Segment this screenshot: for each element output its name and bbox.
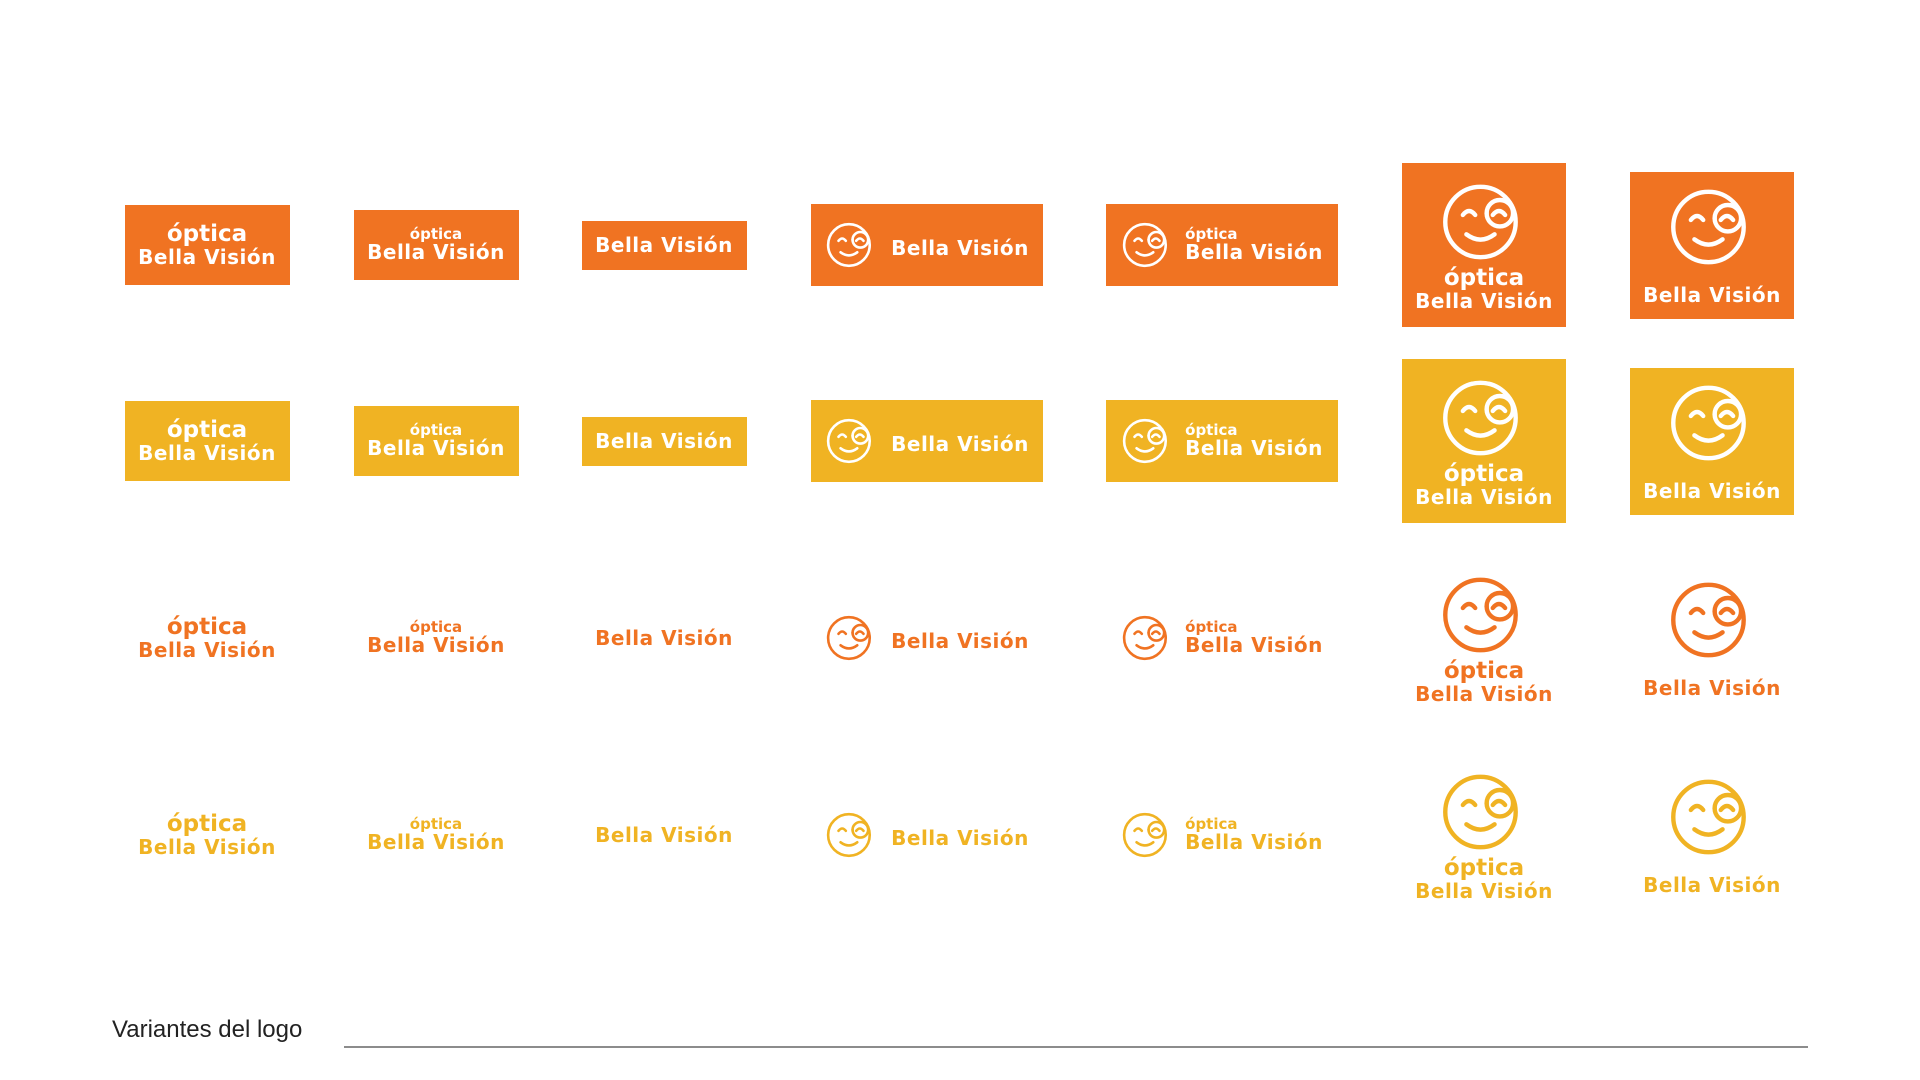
logo-line-bella-vision: Bella Visión [1415, 288, 1553, 313]
logo-outline-orange-icon-name: Bella Visión [811, 597, 1043, 679]
logo-line-optica: óptica [1443, 461, 1525, 488]
logo-outline-orange-icon-top-stacked: óptica Bella Visión [1402, 556, 1566, 720]
logo-line-optica: óptica [409, 814, 463, 833]
logo-line-optica: óptica [409, 617, 463, 636]
smiling-face-with-glasses-icon [1671, 582, 1746, 658]
logo-line-optica: óptica [1185, 814, 1238, 833]
logo-filled-yellow-icon-stacked: óptica Bella Visión [1106, 400, 1338, 482]
logo-filled-yellow-icon-name: Bella Visión [811, 400, 1043, 482]
logo-outline-orange-stacked-small: óptica Bella Visión [354, 603, 519, 673]
smiling-face-with-glasses-icon [826, 812, 872, 858]
logo-line-bella-vision: Bella Visión [1185, 633, 1323, 658]
logo-filled-orange-stacked-large: óptica Bella Visión [124, 205, 290, 285]
section-caption: Variantes del logo [112, 1016, 303, 1043]
logo-line-bella-vision: Bella Visión [138, 637, 276, 662]
logo-line-bella-vision: Bella Visión [138, 244, 276, 269]
logo-outline-yellow-icon-top-stacked: óptica Bella Visión [1402, 753, 1566, 917]
logo-line-optica: óptica [409, 420, 463, 439]
smiling-face-with-glasses-icon [1443, 775, 1518, 850]
logo-filled-yellow-icon-top-stacked: óptica Bella Visión [1402, 359, 1566, 523]
smiling-face-with-glasses-icon [1122, 615, 1168, 661]
divider-line [344, 1046, 1808, 1048]
logo-line-bella-vision: Bella Visión [367, 633, 505, 658]
logo-line-optica: óptica [1443, 265, 1525, 292]
logo-line-optica: óptica [1185, 420, 1238, 439]
logo-line-bella-vision: Bella Visión [1643, 676, 1781, 700]
logo-line-bella-vision: Bella Visión [891, 432, 1029, 456]
logo-filled-yellow-stacked-large: óptica Bella Visión [124, 401, 290, 481]
logo-outline-yellow-icon-name: Bella Visión [811, 794, 1043, 876]
logo-line-optica: óptica [166, 614, 248, 641]
logo-filled-orange-icon-name: Bella Visión [811, 204, 1043, 286]
logo-line-optica: óptica [166, 221, 248, 248]
smiling-face-with-glasses-icon [826, 615, 872, 661]
smiling-face-with-glasses-icon [1671, 385, 1746, 461]
logo-filled-orange-stacked-small: óptica Bella Visión [353, 210, 519, 280]
logo-line-bella-vision: Bella Visión [891, 236, 1029, 260]
logo-line-bella-vision: Bella Visión [1643, 873, 1781, 897]
logo-line-bella-vision: Bella Visión [1185, 830, 1323, 855]
logo-line-optica: óptica [1185, 617, 1238, 636]
smiling-face-with-glasses-icon [1443, 185, 1518, 260]
logo-line-optica: óptica [409, 224, 463, 243]
logo-filled-orange-icon-top-name: Bella Visión [1630, 171, 1794, 319]
logo-outline-orange-icon-stacked: óptica Bella Visión [1106, 597, 1338, 679]
logo-filled-orange-icon-stacked: óptica Bella Visión [1106, 204, 1338, 286]
logo-filled-orange-icon-top-stacked: óptica Bella Visión [1402, 163, 1566, 327]
logo-outline-orange-icon-top-name: Bella Visión [1630, 565, 1794, 712]
logo-line-bella-vision: Bella Visión [1643, 479, 1781, 503]
logo-line-optica: óptica [1443, 855, 1525, 882]
logo-line-bella-vision: Bella Visión [138, 834, 276, 859]
logo-line-bella-vision: Bella Visión [1415, 878, 1553, 903]
logo-line-optica: óptica [166, 811, 248, 838]
logo-line-optica: óptica [1185, 224, 1238, 243]
logo-outline-yellow-name-only: Bella Visión [582, 811, 747, 860]
smiling-face-with-glasses-icon [1122, 418, 1168, 464]
logo-line-bella-vision: Bella Visión [891, 826, 1029, 850]
logo-line-bella-vision: Bella Visión [1415, 681, 1553, 706]
smiling-face-with-glasses-icon [1122, 222, 1168, 268]
logo-outline-yellow-icon-top-name: Bella Visión [1630, 762, 1794, 909]
logo-line-bella-vision: Bella Visión [595, 233, 733, 257]
logo-filled-orange-name-only: Bella Visión [581, 220, 747, 270]
logo-line-bella-vision: Bella Visión [367, 830, 505, 855]
logo-line-bella-vision: Bella Visión [138, 440, 276, 465]
logo-line-optica: óptica [1443, 658, 1525, 685]
logo-filled-yellow-stacked-small: óptica Bella Visión [353, 406, 519, 476]
logo-outline-orange-name-only: Bella Visión [582, 614, 747, 663]
logo-line-bella-vision: Bella Visión [1185, 436, 1323, 461]
logo-line-bella-vision: Bella Visión [595, 823, 733, 847]
smiling-face-with-glasses-icon [1122, 812, 1168, 858]
logo-line-bella-vision: Bella Visión [595, 429, 733, 453]
logo-line-bella-vision: Bella Visión [891, 629, 1029, 653]
smiling-face-with-glasses-icon [826, 418, 872, 464]
smiling-face-with-glasses-icon [826, 222, 872, 268]
logo-line-bella-vision: Bella Visión [1415, 484, 1553, 509]
logo-line-bella-vision: Bella Visión [367, 240, 505, 265]
logo-line-bella-vision: Bella Visión [367, 436, 505, 461]
logo-outline-orange-stacked-large: óptica Bella Visión [125, 598, 290, 678]
logo-filled-yellow-icon-top-name: Bella Visión [1630, 367, 1794, 515]
logo-line-bella-vision: Bella Visión [1185, 240, 1323, 265]
smiling-face-with-glasses-icon [1443, 381, 1518, 456]
smiling-face-with-glasses-icon [1671, 779, 1746, 855]
logo-outline-yellow-stacked-small: óptica Bella Visión [354, 800, 519, 870]
logo-line-optica: óptica [166, 417, 248, 444]
logo-filled-yellow-name-only: Bella Visión [581, 416, 747, 466]
logo-outline-yellow-icon-stacked: óptica Bella Visión [1106, 794, 1338, 876]
logo-line-bella-vision: Bella Visión [595, 626, 733, 650]
smiling-face-with-glasses-icon [1671, 189, 1746, 265]
logo-outline-yellow-stacked-large: óptica Bella Visión [125, 795, 290, 875]
smiling-face-with-glasses-icon [1443, 578, 1518, 653]
logo-line-bella-vision: Bella Visión [1643, 283, 1781, 307]
